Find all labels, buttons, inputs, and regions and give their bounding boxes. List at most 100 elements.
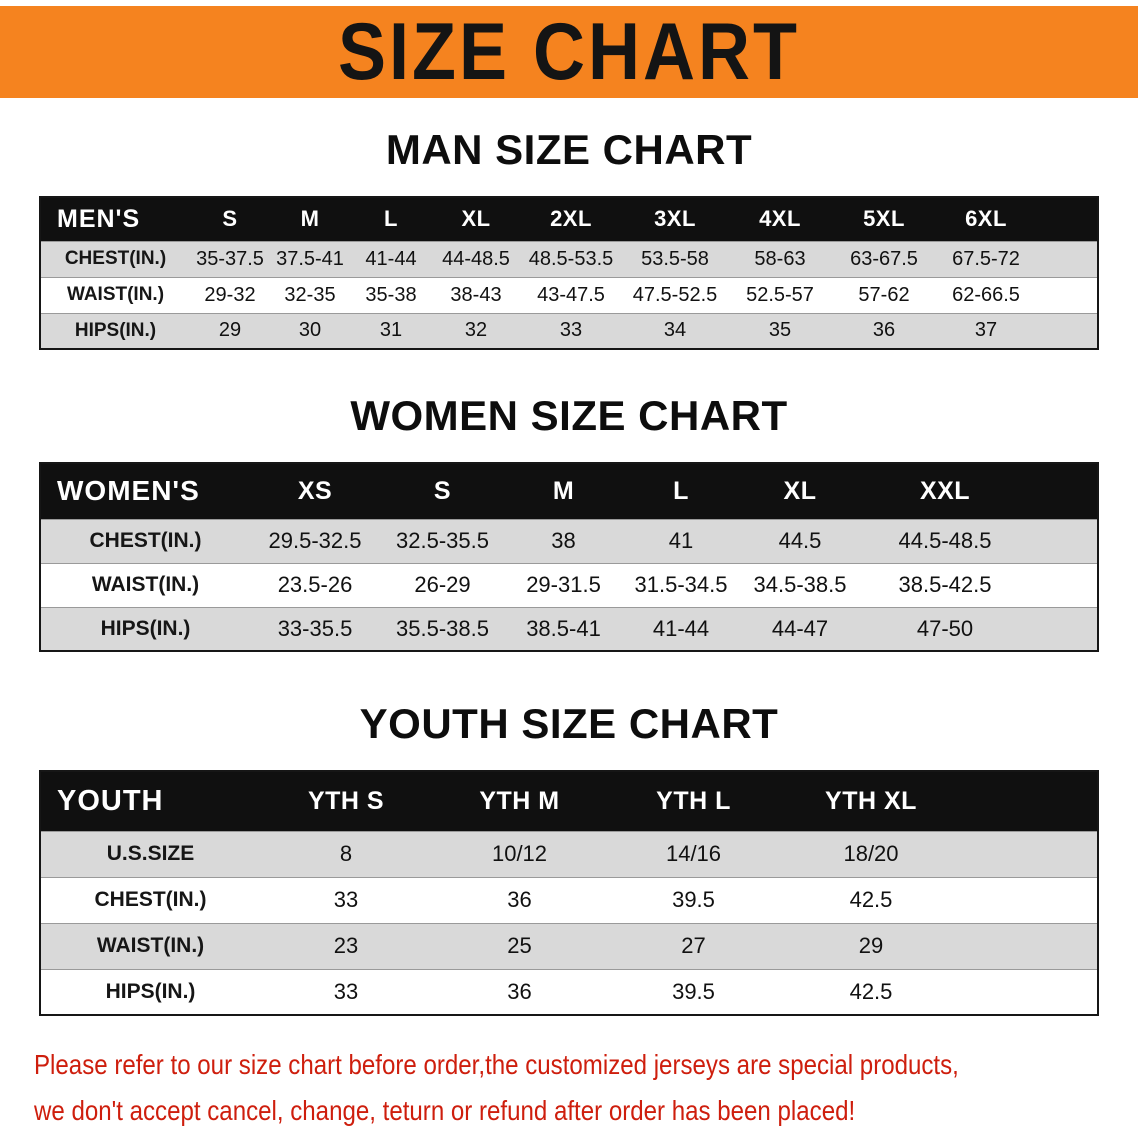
size-value-cell: 38 xyxy=(505,519,622,563)
size-header-cell: XXL xyxy=(860,463,1030,519)
banner-title: SIZE CHART xyxy=(338,7,800,97)
size-header-cell: S xyxy=(190,197,270,241)
size-header-cell: L xyxy=(622,463,740,519)
size-value-cell: 31 xyxy=(350,313,432,349)
size-value-cell: 38-43 xyxy=(432,277,520,313)
size-value-cell: 57-62 xyxy=(832,277,936,313)
youth-hips-row: HIPS(IN.) 33 36 39.5 42.5 xyxy=(40,969,1098,1015)
size-chart-banner: SIZE CHART xyxy=(0,6,1138,98)
size-value-cell: 29.5-32.5 xyxy=(250,519,380,563)
size-value-cell: 38.5-41 xyxy=(505,607,622,651)
size-value-cell: 44.5-48.5 xyxy=(860,519,1030,563)
size-value-cell: 34.5-38.5 xyxy=(740,563,860,607)
size-header-cell: XS xyxy=(250,463,380,519)
row-label-cell: WAIST(IN.) xyxy=(40,563,250,607)
women-chest-row: CHEST(IN.) 29.5-32.5 32.5-35.5 38 41 44.… xyxy=(40,519,1098,563)
size-value-cell: 25 xyxy=(432,923,607,969)
size-value-cell: 32.5-35.5 xyxy=(380,519,505,563)
women-waist-row: WAIST(IN.) 23.5-26 26-29 29-31.5 31.5-34… xyxy=(40,563,1098,607)
youth-waist-row: WAIST(IN.) 23 25 27 29 xyxy=(40,923,1098,969)
row-label-cell: HIPS(IN.) xyxy=(40,969,260,1015)
size-value-cell: 35-38 xyxy=(350,277,432,313)
men-chest-row: CHEST(IN.) 35-37.5 37.5-41 41-44 44-48.5… xyxy=(40,241,1098,277)
size-value-cell: 47-50 xyxy=(860,607,1030,651)
size-header-cell: YTH M xyxy=(432,771,607,831)
size-value-cell: 36 xyxy=(832,313,936,349)
size-value-cell: 36 xyxy=(432,877,607,923)
spacer-cell xyxy=(1030,463,1098,519)
size-value-cell: 39.5 xyxy=(607,877,780,923)
size-header-cell: 5XL xyxy=(832,197,936,241)
size-header-cell: XL xyxy=(740,463,860,519)
size-header-cell: 4XL xyxy=(728,197,832,241)
spacer-cell xyxy=(962,771,1098,831)
size-value-cell: 33 xyxy=(260,969,432,1015)
row-label-cell: U.S.SIZE xyxy=(40,831,260,877)
women-header-row: WOMEN'S XS S M L XL XXL xyxy=(40,463,1098,519)
disclaimer-line-1: Please refer to our size chart before or… xyxy=(34,1049,959,1080)
row-label-cell: CHEST(IN.) xyxy=(40,877,260,923)
size-value-cell: 35-37.5 xyxy=(190,241,270,277)
size-header-cell: 6XL xyxy=(936,197,1036,241)
disclaimer: Please refer to our size chart before or… xyxy=(34,1042,1104,1134)
spacer-cell xyxy=(962,923,1098,969)
size-value-cell: 10/12 xyxy=(432,831,607,877)
spacer-cell xyxy=(1030,607,1098,651)
size-value-cell: 36 xyxy=(432,969,607,1015)
spacer-cell xyxy=(1036,241,1098,277)
size-value-cell: 42.5 xyxy=(780,969,962,1015)
size-value-cell: 29 xyxy=(780,923,962,969)
size-value-cell: 43-47.5 xyxy=(520,277,622,313)
youth-table-title-cell: YOUTH xyxy=(40,771,260,831)
spacer-cell xyxy=(1036,313,1098,349)
size-value-cell: 29 xyxy=(190,313,270,349)
youth-ussize-row: U.S.SIZE 8 10/12 14/16 18/20 xyxy=(40,831,1098,877)
size-value-cell: 30 xyxy=(270,313,350,349)
size-value-cell: 8 xyxy=(260,831,432,877)
row-label-cell: CHEST(IN.) xyxy=(40,241,190,277)
row-label-cell: WAIST(IN.) xyxy=(40,277,190,313)
women-table-title-cell: WOMEN'S xyxy=(40,463,250,519)
size-value-cell: 37 xyxy=(936,313,1036,349)
men-section-heading: MAN SIZE CHART xyxy=(385,126,753,173)
size-value-cell: 26-29 xyxy=(380,563,505,607)
row-label-cell: HIPS(IN.) xyxy=(40,313,190,349)
size-header-cell: M xyxy=(505,463,622,519)
row-label-cell: CHEST(IN.) xyxy=(40,519,250,563)
spacer-cell xyxy=(1036,197,1098,241)
size-value-cell: 31.5-34.5 xyxy=(622,563,740,607)
spacer-cell xyxy=(1030,563,1098,607)
size-value-cell: 27 xyxy=(607,923,780,969)
size-value-cell: 48.5-53.5 xyxy=(520,241,622,277)
size-value-cell: 14/16 xyxy=(607,831,780,877)
row-label-cell: WAIST(IN.) xyxy=(40,923,260,969)
youth-header-row: YOUTH YTH S YTH M YTH L YTH XL xyxy=(40,771,1098,831)
size-header-cell: YTH S xyxy=(260,771,432,831)
size-header-cell: YTH XL xyxy=(780,771,962,831)
size-value-cell: 33 xyxy=(260,877,432,923)
size-value-cell: 32 xyxy=(432,313,520,349)
spacer-cell xyxy=(962,969,1098,1015)
size-value-cell: 41-44 xyxy=(622,607,740,651)
size-value-cell: 39.5 xyxy=(607,969,780,1015)
size-value-cell: 44.5 xyxy=(740,519,860,563)
size-value-cell: 33 xyxy=(520,313,622,349)
size-value-cell: 42.5 xyxy=(780,877,962,923)
size-value-cell: 63-67.5 xyxy=(832,241,936,277)
women-hips-row: HIPS(IN.) 33-35.5 35.5-38.5 38.5-41 41-4… xyxy=(40,607,1098,651)
size-value-cell: 52.5-57 xyxy=(728,277,832,313)
size-value-cell: 44-48.5 xyxy=(432,241,520,277)
men-size-table: MEN'S S M L XL 2XL 3XL 4XL 5XL 6XL CHEST… xyxy=(39,196,1099,350)
size-value-cell: 62-66.5 xyxy=(936,277,1036,313)
spacer-cell xyxy=(1030,519,1098,563)
size-value-cell: 29-32 xyxy=(190,277,270,313)
size-value-cell: 41-44 xyxy=(350,241,432,277)
size-value-cell: 33-35.5 xyxy=(250,607,380,651)
size-value-cell: 23 xyxy=(260,923,432,969)
youth-size-table: YOUTH YTH S YTH M YTH L YTH XL U.S.SIZE … xyxy=(39,770,1099,1016)
women-size-table: WOMEN'S XS S M L XL XXL CHEST(IN.) 29.5-… xyxy=(39,462,1099,652)
youth-chest-row: CHEST(IN.) 33 36 39.5 42.5 xyxy=(40,877,1098,923)
size-value-cell: 37.5-41 xyxy=(270,241,350,277)
size-value-cell: 32-35 xyxy=(270,277,350,313)
men-table-title-cell: MEN'S xyxy=(40,197,190,241)
